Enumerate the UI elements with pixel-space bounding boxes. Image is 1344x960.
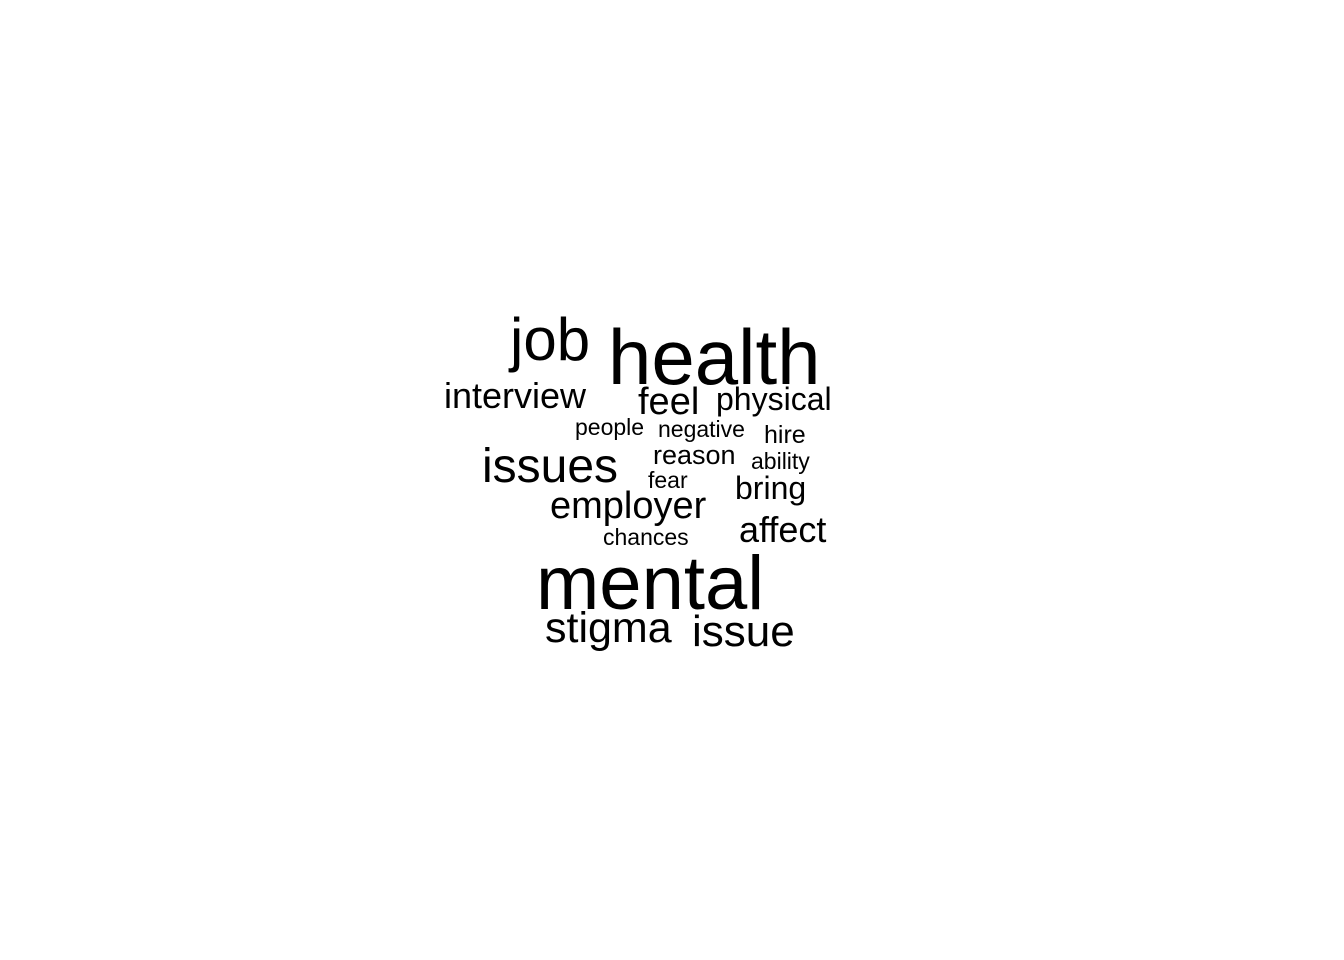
word-hire: hire [764, 421, 806, 449]
word-issues: issues [482, 440, 619, 493]
word-stigma: stigma [545, 604, 672, 652]
word-chances: chances [603, 524, 689, 550]
word-issue: issue [692, 607, 795, 656]
word-fear: fear [648, 467, 688, 493]
word-negative: negative [658, 416, 745, 442]
word-feel: feel [638, 381, 700, 423]
word-health: health [608, 313, 821, 401]
word-interview: interview [444, 375, 587, 416]
word-physical: physical [716, 381, 832, 417]
word-job: job [510, 306, 591, 373]
word-employer: employer [550, 485, 707, 527]
word-people: people [575, 414, 645, 440]
word-mental: mental [536, 541, 765, 626]
word-ability: ability [751, 448, 810, 474]
word-reason: reason [653, 440, 736, 470]
word-bring: bring [735, 470, 807, 506]
word-affect: affect [739, 509, 827, 550]
